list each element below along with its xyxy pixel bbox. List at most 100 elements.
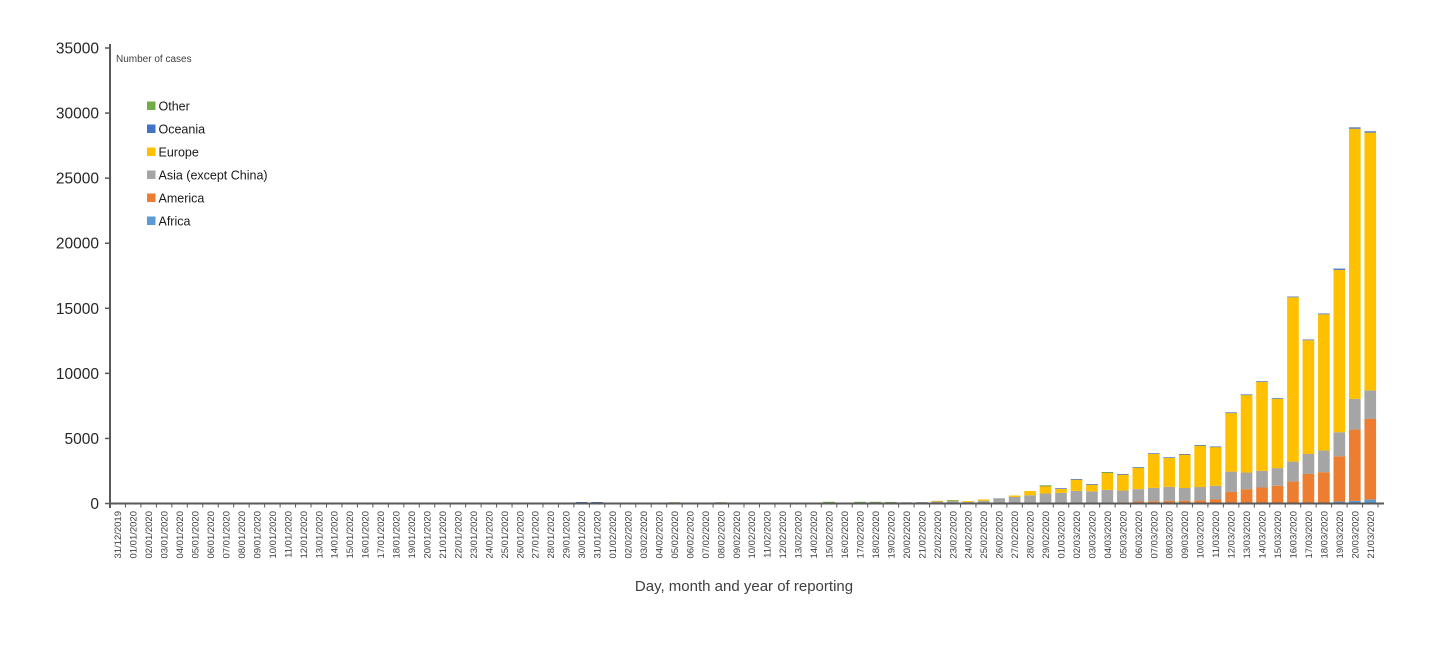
x-axis-tick-label: 12/02/2020 <box>778 511 789 559</box>
x-axis-tick-label: 11/02/2020 <box>763 511 774 558</box>
y-tick-label: 5000 <box>65 431 100 448</box>
bar-segment-oceania <box>993 498 1005 500</box>
x-axis-tick-label: 11/03/2020 <box>1211 511 1222 558</box>
x-axis-tick-label: 12/01/2020 <box>299 511 310 559</box>
x-axis-tick-label: 05/03/2020 <box>1118 511 1129 559</box>
bar-segment-asia-except-china- <box>1132 489 1145 502</box>
bar-segment-europe <box>1364 132 1377 391</box>
bar-segment-oceania <box>1271 398 1284 399</box>
x-axis-tick-label: 09/03/2020 <box>1180 511 1191 559</box>
x-axis-tick-label: 30/01/2020 <box>577 511 588 559</box>
bar-segment-oceania <box>1055 488 1067 489</box>
x-axis-tick-label: 17/02/2020 <box>855 511 866 559</box>
bar-segment-asia-except-china- <box>1101 489 1114 503</box>
x-axis-tick-label: 24/01/2020 <box>484 511 495 559</box>
bar-segment-asia-except-china- <box>1070 490 1083 504</box>
x-axis-tick-label: 02/03/2020 <box>1072 511 1083 559</box>
legend-label: Europe <box>159 146 199 160</box>
x-axis-tick-label: 01/03/2020 <box>1057 511 1068 559</box>
bar-segment-europe <box>962 501 975 503</box>
bar-segment-oceania <box>1178 454 1191 455</box>
bar-segment-europe <box>1163 457 1176 487</box>
bar-segment-europe <box>1287 297 1299 462</box>
x-axis-tick-label: 17/01/2020 <box>376 511 387 559</box>
bar-segment-europe <box>1024 491 1036 496</box>
x-axis-tick-label: 23/01/2020 <box>469 511 480 559</box>
bar-segment-europe <box>1070 479 1083 491</box>
x-axis-tick-label: 16/01/2020 <box>361 511 372 559</box>
bar-segment-oceania <box>1147 453 1160 454</box>
x-axis-tick-label: 03/03/2020 <box>1087 511 1098 559</box>
x-axis-tick-label: 16/03/2020 <box>1288 511 1299 559</box>
bar-segment-america <box>1240 489 1253 504</box>
x-axis-tick-label: 28/01/2020 <box>546 511 557 559</box>
bar-segment-asia-except-china- <box>1147 487 1160 502</box>
x-axis-tick-label: 14/03/2020 <box>1258 511 1269 559</box>
bar-segment-europe <box>1147 453 1160 488</box>
x-axis-title: Day, month and year of reporting <box>635 578 853 595</box>
bar-segment-other <box>885 501 897 503</box>
x-axis-tick-label: 25/01/2020 <box>500 511 511 559</box>
x-axis-tick-label: 20/03/2020 <box>1350 511 1361 559</box>
y-tick-label: 20000 <box>56 236 99 253</box>
x-axis-tick-label: 01/01/2020 <box>129 511 140 559</box>
legend-label: Oceania <box>159 123 206 137</box>
x-axis-tick-label: 05/01/2020 <box>191 511 202 559</box>
bar-segment-oceania <box>1318 313 1330 315</box>
bar-segment-oceania <box>1163 457 1176 458</box>
x-axis-tick-label: 25/02/2020 <box>979 511 990 559</box>
x-axis-tick-label: 13/03/2020 <box>1242 511 1253 559</box>
bar-segment-america <box>1348 429 1361 501</box>
x-axis-tick-label: 06/02/2020 <box>685 511 696 559</box>
bar-segment-europe <box>1132 467 1145 490</box>
bar-segment-oceania <box>1194 445 1206 446</box>
y-tick-label: 0 <box>90 496 99 513</box>
x-axis-tick-label: 04/01/2020 <box>175 511 186 559</box>
x-axis-tick-label: 19/01/2020 <box>407 511 418 559</box>
bar-segment-other <box>1039 485 1052 486</box>
legend-label: Asia (except China) <box>159 169 268 183</box>
bar-segment-europe <box>1302 340 1315 454</box>
bar-segment-asia-except-china- <box>1348 398 1361 430</box>
y-tick-label: 15000 <box>56 301 99 318</box>
bar-segment-oceania <box>1333 268 1346 270</box>
x-axis-tick-label: 08/02/2020 <box>716 511 727 559</box>
x-axis-tick-label: 12/03/2020 <box>1227 511 1238 559</box>
bar-segment-asia-except-china- <box>1163 486 1176 501</box>
bar-segment-asia-except-china- <box>1209 485 1222 500</box>
bar-segment-europe <box>1240 394 1253 473</box>
bar-segment-asia-except-china- <box>1055 492 1067 504</box>
legend: Other Oceania Europe Asia (except China) Ame… <box>147 100 268 229</box>
legend-label: Other <box>159 100 190 114</box>
legend-swatch <box>147 124 156 133</box>
bar-segment-asia-except-china- <box>1194 487 1206 501</box>
bar-segment-asia-except-china- <box>946 501 959 504</box>
x-axis-tick-label: 11/01/2020 <box>283 511 294 558</box>
x-axis-tick-label: 02/01/2020 <box>144 511 155 559</box>
bar-segment-africa <box>1348 500 1361 504</box>
x-axis-tick-label: 18/02/2020 <box>871 511 882 559</box>
x-axis-tick-label: 14/02/2020 <box>809 511 820 559</box>
x-axis-tick-label: 15/03/2020 <box>1273 511 1284 559</box>
bar-segment-europe <box>1348 128 1361 399</box>
bar-segment-america <box>1132 501 1145 504</box>
bar-segment-europe <box>977 499 990 501</box>
legend-item-africa: Africa <box>147 215 191 229</box>
y-tick-label: 10000 <box>56 366 99 383</box>
bar-segment-europe <box>1178 454 1191 489</box>
bar-segment-oceania <box>1364 131 1377 133</box>
bar-segment-europe <box>1101 472 1114 490</box>
bar-segment-europe <box>1271 398 1284 469</box>
bar-segment-asia-except-china- <box>1287 461 1299 482</box>
legend-swatch <box>147 216 156 225</box>
bar-segment-europe <box>1225 412 1237 472</box>
bar-segment-america <box>1209 499 1222 504</box>
chart-title: Number of cases <box>116 54 192 65</box>
x-axis-tick-label: 19/02/2020 <box>886 511 897 559</box>
bar-segment-asia-except-china- <box>1271 468 1284 486</box>
x-axis-tick-label: 09/01/2020 <box>252 511 263 559</box>
x-axis-tick-label: 24/02/2020 <box>964 511 975 559</box>
axes-layer: 0 5000 10000 15000 20000 25000 30000 35000 31/12… <box>56 41 1384 559</box>
x-axis-tick-label: 22/01/2020 <box>453 511 464 559</box>
